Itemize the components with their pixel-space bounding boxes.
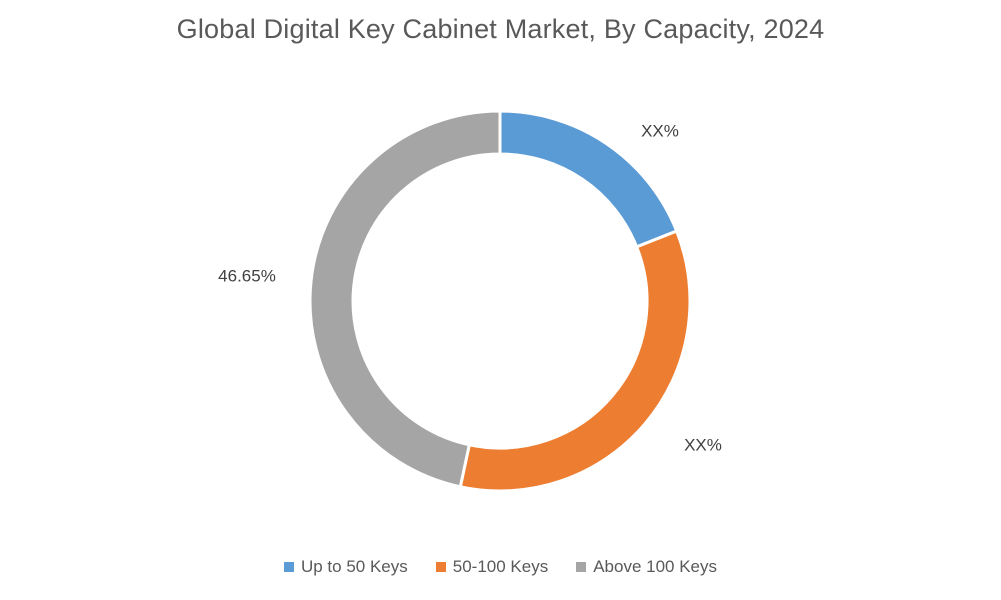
donut-slice-above-100 [308, 109, 502, 489]
data-label-50-100: XX% [684, 435, 722, 454]
legend-label-above-100: Above 100 Keys [593, 557, 718, 576]
data-label-above-100: 46.65% [218, 266, 276, 285]
legend-item-50-100: 50-100 Keys [435, 557, 549, 577]
legend-item-above-100: Above 100 Keys [576, 557, 717, 577]
legend-swatch-above-100 [576, 562, 587, 572]
legend-swatch-50-100 [435, 562, 446, 572]
legend-label-50-100: 50-100 Keys [452, 557, 549, 576]
chart-legend: Up to 50 Keys 50-100 Keys Above 100 Keys [0, 557, 1001, 577]
legend-label-up-to-50: Up to 50 Keys [300, 557, 408, 576]
data-label-up-to-50: XX% [641, 121, 679, 140]
chart-title: Global Digital Key Cabinet Market, By Ca… [176, 14, 825, 44]
legend-item-up-to-50: Up to 50 Keys [283, 557, 408, 577]
donut-slice-50-100 [458, 229, 692, 493]
legend-swatch-up-to-50 [283, 562, 294, 572]
